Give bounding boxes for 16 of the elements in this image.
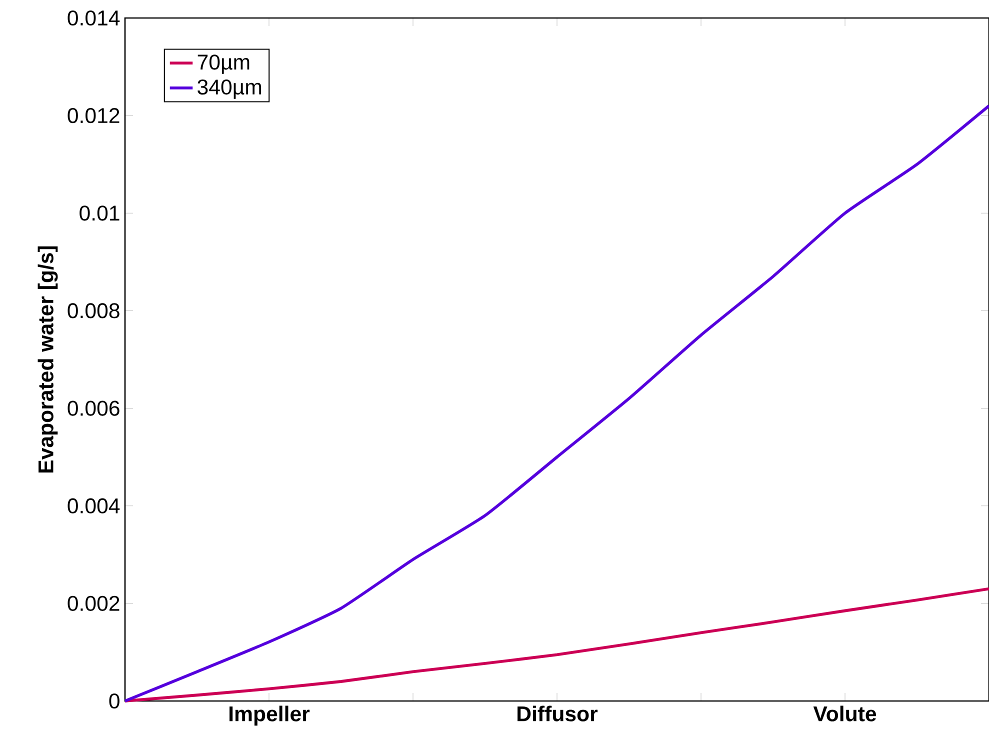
x-tick-label: Volute	[813, 706, 876, 722]
y-tick-label: 0.008	[68, 303, 120, 318]
x-tick-label: Impeller	[230, 706, 310, 726]
legend-label: 70µm	[198, 54, 250, 74]
y-tick-label: 0.012	[68, 108, 120, 124]
line-series	[124, 104, 989, 702]
legend-label: 340µm	[198, 80, 261, 99]
y-tick-label: 0.014	[68, 10, 120, 26]
y-tick-label: 0.004	[68, 498, 120, 514]
y-tick-label: 0.002	[68, 596, 120, 611]
x-tick-label: Diffusor	[518, 706, 598, 722]
y-tick-label: 0	[109, 693, 120, 709]
y-tick-label: 0.01	[80, 206, 120, 221]
y-tick-label: 0.006	[68, 400, 120, 416]
y-axis-title: Evaporated water [g/s]	[38, 246, 58, 472]
line-series	[124, 587, 989, 702]
